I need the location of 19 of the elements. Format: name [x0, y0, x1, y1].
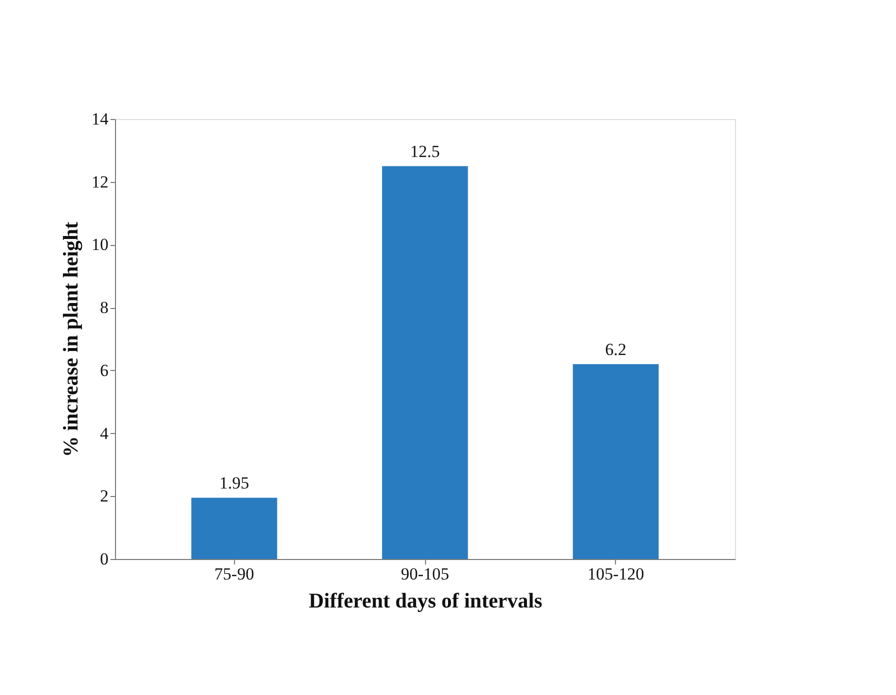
- y-tick-label: 12: [92, 172, 108, 192]
- y-tick-label: 2: [100, 486, 108, 506]
- y-tick-label: 4: [100, 424, 109, 443]
- y-tick-label: 14: [92, 110, 109, 128]
- bar: [191, 498, 278, 559]
- x-tick-label: 105-120: [587, 564, 644, 584]
- data-label: 1.95: [219, 474, 250, 493]
- data-label: 12.5: [410, 142, 440, 162]
- data-label: 6.2: [605, 340, 626, 360]
- y-tick-label: 0: [100, 550, 108, 568]
- x-tick-label: 75-90: [214, 564, 254, 584]
- y-axis-title: % increase in plant height: [58, 222, 82, 458]
- x-axis-title: Different days of intervals: [308, 588, 542, 612]
- y-tick-label: 10: [92, 235, 108, 254]
- y-tick-label: 8: [100, 298, 108, 318]
- x-tick-label: 90-105: [400, 564, 450, 584]
- bar: [382, 166, 468, 559]
- y-tick-label: 6: [100, 360, 108, 380]
- bar: [572, 364, 659, 559]
